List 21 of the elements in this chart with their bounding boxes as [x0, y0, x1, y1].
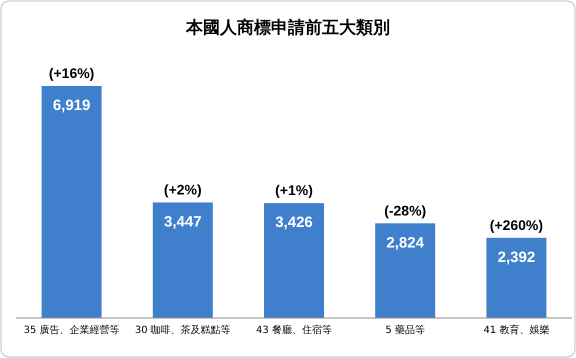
x-tick-label: 30 咖啡、茶及糕點等 — [134, 324, 231, 336]
data-label: 6,919 — [52, 97, 90, 114]
annotation: (+2%) — [164, 181, 202, 198]
bar — [152, 202, 213, 318]
x-tick-label: 43 餐廳、住宿等 — [256, 324, 332, 336]
x-tick-label: 35 廣告、企業經營等 — [24, 324, 120, 336]
data-label: 3,426 — [275, 214, 313, 232]
bar — [264, 203, 324, 318]
annotation: (+1%) — [275, 182, 313, 198]
data-label: 3,447 — [164, 213, 202, 230]
data-label: 2,392 — [498, 248, 536, 266]
x-tick-label: 5 藥品等 — [385, 324, 425, 336]
chart-title: 本國人商標申請前五大類別 — [185, 18, 390, 38]
data-label: 2,824 — [386, 234, 425, 252]
x-tick-label: 41 教育、娛樂 — [483, 324, 550, 336]
annotation: (+260%) — [490, 216, 544, 233]
annotation: (-28%) — [384, 202, 426, 218]
bar — [375, 223, 436, 318]
bar — [42, 86, 102, 318]
annotation: (+16%) — [48, 65, 94, 81]
bar — [486, 238, 546, 318]
